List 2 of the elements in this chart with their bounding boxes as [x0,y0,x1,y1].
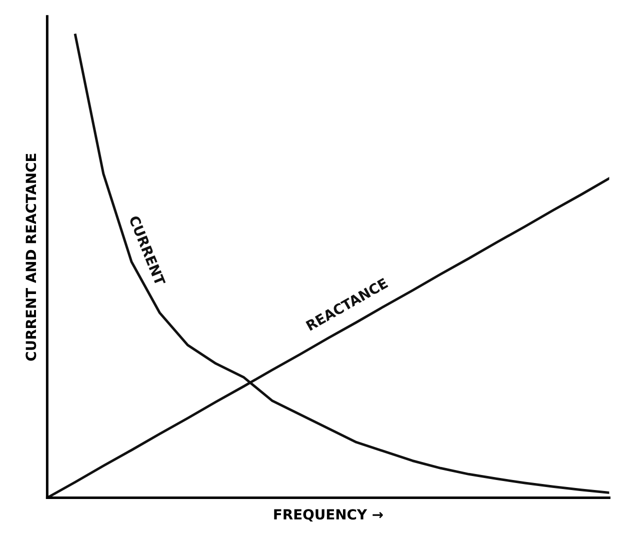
y-axis-title: CURRENT AND REACTANCE [26,154,36,361]
x-axis-title: FREQUENCY → [274,509,383,522]
